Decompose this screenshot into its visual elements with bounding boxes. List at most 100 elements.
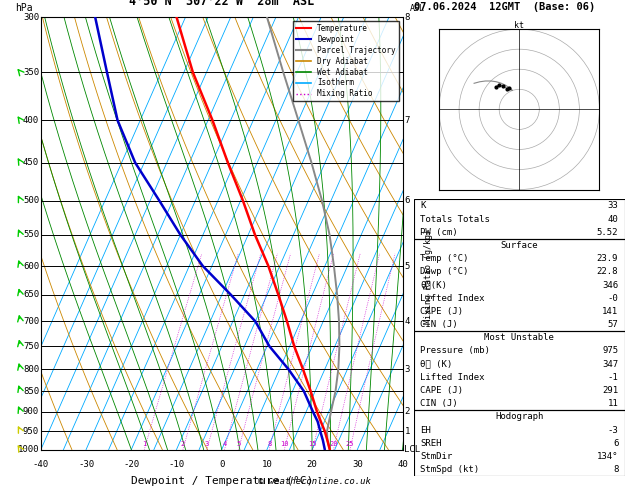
Text: 347: 347 [602, 360, 618, 369]
Text: 450: 450 [23, 158, 39, 167]
Text: 3: 3 [205, 441, 209, 447]
Legend: Temperature, Dewpoint, Parcel Trajectory, Dry Adiabat, Wet Adiabat, Isotherm, Mi: Temperature, Dewpoint, Parcel Trajectory… [292, 21, 399, 102]
Text: 750: 750 [23, 342, 39, 351]
Text: Most Unstable: Most Unstable [484, 333, 554, 342]
Bar [414, 199, 625, 239]
Text: -0: -0 [608, 294, 618, 303]
Text: 500: 500 [23, 196, 39, 205]
Text: 800: 800 [23, 365, 39, 374]
Text: StmDir: StmDir [420, 452, 452, 461]
Text: θᴇ (K): θᴇ (K) [420, 360, 452, 369]
Text: -3: -3 [608, 426, 618, 434]
Text: 8: 8 [267, 441, 271, 447]
Text: 07.06.2024  12GMT  (Base: 06): 07.06.2024 12GMT (Base: 06) [414, 2, 595, 12]
Bar [414, 410, 625, 476]
Text: Dewpoint / Temperature (°C): Dewpoint / Temperature (°C) [131, 475, 313, 486]
Point [491, 83, 501, 91]
Text: 291: 291 [602, 386, 618, 395]
Text: 6: 6 [404, 196, 409, 205]
Text: 400: 400 [23, 116, 39, 125]
Text: PW (cm): PW (cm) [420, 228, 458, 237]
Text: 346: 346 [602, 280, 618, 290]
Text: 850: 850 [23, 387, 39, 396]
Text: 700: 700 [23, 317, 39, 326]
Text: Hodograph: Hodograph [495, 413, 543, 421]
Text: -40: -40 [33, 460, 49, 469]
Text: Pressure (mb): Pressure (mb) [420, 347, 490, 355]
Text: © weatheronline.co.uk: © weatheronline.co.uk [258, 477, 371, 486]
Text: 30: 30 [352, 460, 363, 469]
Text: 1: 1 [404, 427, 409, 435]
Text: 1000: 1000 [18, 445, 39, 454]
Text: 11: 11 [608, 399, 618, 408]
Text: Dewp (°C): Dewp (°C) [420, 267, 469, 277]
Text: 6: 6 [613, 439, 618, 448]
Text: 650: 650 [23, 290, 39, 299]
Point [494, 81, 504, 88]
Text: 550: 550 [23, 230, 39, 239]
Text: 900: 900 [23, 407, 39, 416]
Point [502, 85, 512, 92]
Text: 134°: 134° [597, 452, 618, 461]
Text: 7: 7 [404, 116, 409, 125]
Text: 300: 300 [23, 13, 39, 21]
Text: -10: -10 [169, 460, 184, 469]
Text: 5: 5 [237, 441, 241, 447]
Text: Temp (°C): Temp (°C) [420, 254, 469, 263]
Text: 4°50'N  307°22'W  28m  ASL: 4°50'N 307°22'W 28m ASL [129, 0, 314, 8]
Text: θᴇ(K): θᴇ(K) [420, 280, 447, 290]
Text: SREH: SREH [420, 439, 442, 448]
Text: Lifted Index: Lifted Index [420, 373, 485, 382]
Text: 22.8: 22.8 [597, 267, 618, 277]
Text: Mixing Ratio (g/kg): Mixing Ratio (g/kg) [424, 229, 433, 324]
Text: km
ASL: km ASL [410, 0, 425, 13]
Bar [414, 239, 625, 331]
Text: 4: 4 [404, 317, 409, 326]
Bar [414, 331, 625, 410]
Text: 5: 5 [404, 261, 409, 271]
Text: 8: 8 [613, 465, 618, 474]
Text: 20: 20 [329, 441, 338, 447]
Point [504, 84, 514, 91]
Text: LCL: LCL [404, 445, 421, 454]
Text: 600: 600 [23, 261, 39, 271]
Text: -1: -1 [608, 373, 618, 382]
Text: 10: 10 [262, 460, 272, 469]
Text: CIN (J): CIN (J) [420, 320, 458, 329]
Text: 975: 975 [602, 347, 618, 355]
Text: 2: 2 [181, 441, 185, 447]
Text: Totals Totals: Totals Totals [420, 214, 490, 224]
Text: 33: 33 [608, 201, 618, 210]
Text: EH: EH [420, 426, 431, 434]
X-axis label: kt: kt [515, 21, 524, 30]
Text: 950: 950 [23, 427, 39, 435]
Text: CIN (J): CIN (J) [420, 399, 458, 408]
Text: 25: 25 [346, 441, 354, 447]
Text: 8: 8 [404, 13, 409, 21]
Text: K: K [420, 201, 426, 210]
Text: -30: -30 [78, 460, 94, 469]
Text: 20: 20 [307, 460, 318, 469]
Text: hPa: hPa [16, 3, 33, 13]
Text: 2: 2 [404, 407, 409, 416]
Text: 57: 57 [608, 320, 618, 329]
Text: 40: 40 [397, 460, 408, 469]
Text: 15: 15 [308, 441, 317, 447]
Text: 40: 40 [608, 214, 618, 224]
Text: 10: 10 [280, 441, 289, 447]
Text: 5.52: 5.52 [597, 228, 618, 237]
Text: CAPE (J): CAPE (J) [420, 386, 463, 395]
Text: 23.9: 23.9 [597, 254, 618, 263]
Text: CAPE (J): CAPE (J) [420, 307, 463, 316]
Text: 141: 141 [602, 307, 618, 316]
Text: 4: 4 [223, 441, 226, 447]
Text: 1: 1 [142, 441, 147, 447]
Text: 350: 350 [23, 68, 39, 77]
Text: StmSpd (kt): StmSpd (kt) [420, 465, 479, 474]
Text: Surface: Surface [501, 241, 538, 250]
Text: 3: 3 [404, 365, 409, 374]
Text: -20: -20 [123, 460, 140, 469]
Text: Lifted Index: Lifted Index [420, 294, 485, 303]
Text: 0: 0 [219, 460, 225, 469]
Point [498, 83, 508, 90]
